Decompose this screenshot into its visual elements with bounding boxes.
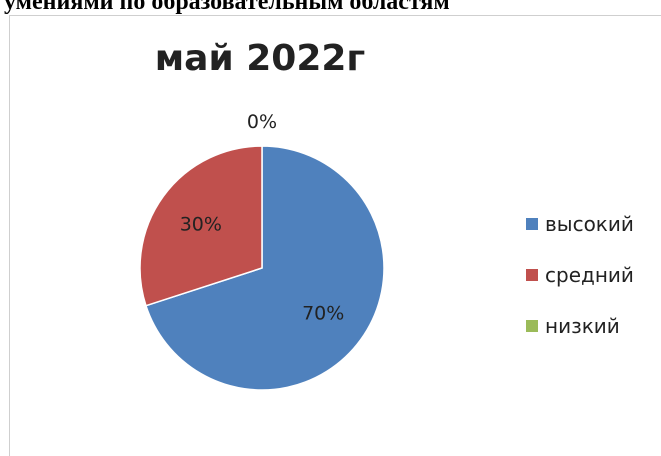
pie-label-high: 70% bbox=[302, 302, 344, 324]
legend-item-high: высокий bbox=[526, 198, 634, 249]
legend-item-low: низкий bbox=[526, 300, 634, 351]
legend-label-low: низкий bbox=[545, 313, 620, 338]
pie-slice-medium bbox=[139, 145, 263, 307]
legend-label-high: высокий bbox=[545, 211, 634, 236]
legend-swatch-medium bbox=[526, 268, 538, 281]
legend-swatch-high bbox=[526, 217, 538, 230]
legend-swatch-low bbox=[526, 319, 538, 332]
pie-label-medium: 30% bbox=[180, 214, 222, 236]
chart-title: май 2022г bbox=[154, 38, 366, 79]
pie-label-low: 0% bbox=[247, 111, 277, 133]
page-heading: умениями по образовательным областям bbox=[4, 0, 450, 15]
legend: высокий средний низкий bbox=[526, 198, 634, 351]
pie-slice-high bbox=[145, 145, 385, 391]
legend-label-medium: средний bbox=[545, 262, 634, 287]
legend-item-medium: средний bbox=[526, 249, 634, 300]
pie-chart: 70% 30% 0% bbox=[139, 111, 385, 391]
